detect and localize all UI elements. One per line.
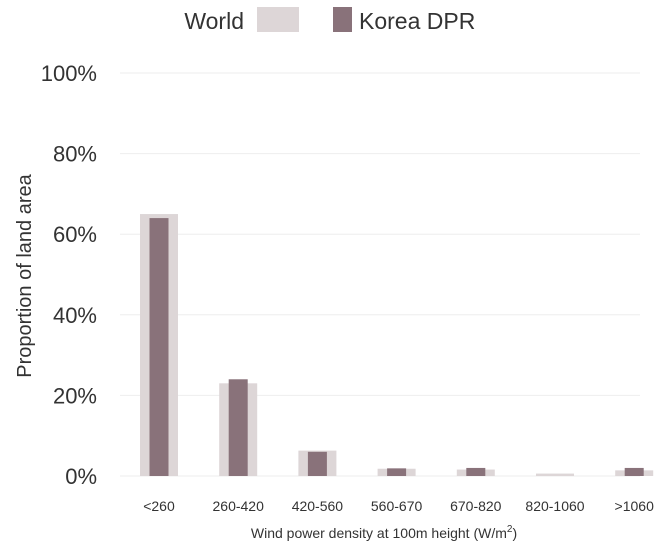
x-tick-label: 560-670 — [371, 498, 423, 514]
y-tick-label: 40% — [53, 303, 97, 328]
legend-swatch-world — [257, 7, 299, 32]
x-axis-label-end: ) — [512, 525, 517, 541]
legend-label-korea: Korea DPR — [359, 8, 475, 34]
x-tick-label: 670-820 — [450, 498, 502, 514]
x-tick-label: >1060 — [615, 498, 655, 514]
bar-world — [536, 473, 574, 476]
bar-korea-dpr — [624, 467, 644, 476]
y-tick-label: 20% — [53, 383, 97, 408]
legend-swatch-korea — [333, 7, 352, 32]
x-tick-label: 420-560 — [292, 498, 344, 514]
legend: World Korea DPR — [184, 7, 475, 34]
bar-korea-dpr — [228, 379, 248, 476]
bar-korea-dpr — [466, 467, 486, 476]
y-tick-label: 60% — [53, 222, 97, 247]
y-axis-label: Proportion of land area — [14, 173, 36, 377]
bar-korea-dpr — [149, 218, 169, 476]
x-tick-label: <260 — [143, 498, 175, 514]
bar-korea-dpr — [387, 468, 407, 476]
bar-korea-dpr — [307, 451, 327, 476]
y-tick-label: 80% — [53, 142, 97, 167]
legend-label-world: World — [184, 8, 244, 34]
x-axis-ticks: <260 260-420 420-560 560-670 670-820 820-1060… — [143, 498, 654, 514]
x-tick-label: 820-1060 — [525, 498, 584, 514]
y-tick-label: 0% — [65, 464, 97, 489]
x-axis-label-main: Wind power density at 100m height (W/m — [251, 525, 507, 541]
x-tick-label: 260-420 — [213, 498, 265, 514]
x-axis-label: Wind power density at 100m height (W/m2) — [251, 524, 517, 541]
y-tick-label: 100% — [41, 61, 97, 86]
x-axis-label-sup: 2 — [507, 524, 513, 535]
grid-lines — [120, 72, 640, 477]
y-axis-ticks: 0% 20% 40% 60% 80% 100% — [41, 61, 97, 489]
bars — [140, 214, 654, 477]
